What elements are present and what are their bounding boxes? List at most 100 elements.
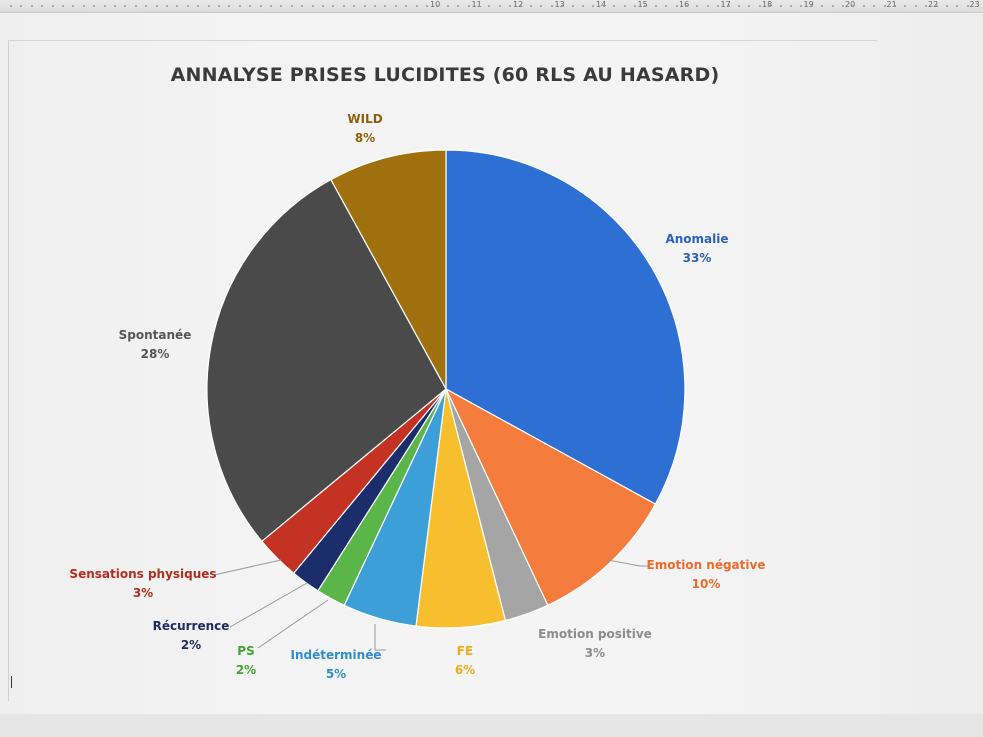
leader-line	[213, 559, 282, 576]
ruler-number: 22	[928, 0, 939, 9]
ruler-tick	[540, 5, 543, 7]
ruler-tick	[800, 5, 803, 7]
ruler-number: 23	[969, 0, 980, 9]
data-label: Anomalie 33%	[665, 230, 728, 268]
ruler: 10 11 12 13 14 15 16 17 18 19 20 21 22 23	[0, 0, 983, 13]
ruler-tick	[810, 5, 813, 7]
ruler-tick	[93, 5, 96, 7]
ruler-tick	[218, 5, 220, 7]
ruler-tick	[706, 5, 709, 7]
ruler-tick	[862, 5, 865, 7]
ruler-tick	[114, 5, 116, 7]
ruler-tick	[124, 5, 127, 7]
ruler-number: 10	[430, 0, 441, 9]
ruler-tick	[821, 5, 824, 7]
data-label-category: WILD	[347, 112, 383, 126]
pie-slice[interactable]	[444, 387, 657, 607]
ruler-number: 14	[596, 0, 607, 9]
data-label-category: Sensations physiques	[69, 567, 217, 581]
ruler-tick	[332, 5, 335, 7]
data-label: Emotion positive 3%	[538, 625, 652, 663]
ruler-tick	[498, 5, 501, 7]
data-label: Spontanée 28%	[119, 326, 192, 364]
ruler-tick	[686, 5, 688, 7]
ruler-tick	[134, 5, 137, 7]
ruler-number: 15	[637, 0, 648, 9]
ruler-number: 13	[554, 0, 565, 9]
pie-slice[interactable]	[330, 149, 447, 390]
ruler-tick	[384, 5, 387, 7]
ruler-number: 11	[471, 0, 482, 9]
ruler-tick	[270, 5, 272, 7]
ruler-tick	[602, 5, 605, 7]
ruler-tick	[374, 5, 376, 7]
ruler-tick	[842, 5, 844, 7]
ruler-tick	[758, 5, 761, 7]
ruler-tick	[51, 5, 54, 7]
ruler-tick	[582, 5, 584, 7]
ruler-tick	[10, 5, 12, 7]
ruler-tick	[415, 5, 418, 7]
data-label-percent: 28%	[140, 347, 170, 361]
ruler-tick	[62, 5, 64, 7]
ruler-tick	[550, 5, 553, 7]
data-label-percent: 3%	[584, 646, 606, 660]
leader-line	[229, 582, 308, 628]
ruler-number: 16	[679, 0, 690, 9]
ruler-tick	[301, 5, 304, 7]
ruler-tick	[665, 5, 668, 7]
ruler-tick	[20, 5, 23, 7]
ruler-tick	[478, 5, 480, 7]
ruler-tick	[914, 5, 917, 7]
ruler-number: 20	[845, 0, 856, 9]
data-label: Récurrence 2%	[153, 617, 230, 655]
ruler-tick	[613, 5, 616, 7]
ruler-number: 19	[803, 0, 814, 9]
ruler-tick	[935, 5, 938, 7]
chart-title: ANNALYSE PRISES LUCIDITES (60 RLS AU HAS…	[170, 64, 720, 86]
data-label-category: Indéterminée	[290, 648, 382, 662]
leader-line	[257, 599, 329, 649]
ruler-tick	[155, 5, 158, 7]
ruler-tick	[779, 5, 782, 7]
ruler-tick	[696, 5, 699, 7]
ruler-tick	[238, 5, 241, 7]
ruler-tick	[41, 5, 44, 7]
ruler-tick	[623, 5, 626, 7]
ruler-tick	[904, 5, 907, 7]
ruler-tick	[166, 5, 168, 7]
data-label-category: Anomalie	[665, 232, 729, 246]
ruler-number: 21	[886, 0, 897, 9]
pie-slice[interactable]	[206, 178, 447, 543]
ruler-tick	[571, 5, 574, 7]
ruler-tick	[290, 5, 293, 7]
ruler-tick	[228, 5, 231, 7]
ruler-tick	[790, 5, 792, 7]
ruler-tick	[72, 5, 75, 7]
ruler-tick	[831, 5, 834, 7]
ruler-tick	[956, 5, 959, 7]
ruler-tick	[467, 5, 470, 7]
pie-slice[interactable]	[445, 149, 686, 505]
data-label: Emotion négative 10%	[647, 556, 766, 594]
ruler-tick	[634, 5, 636, 7]
ruler-tick	[436, 5, 439, 7]
ruler-tick	[197, 5, 200, 7]
chart-area[interactable]	[8, 40, 877, 701]
ruler-tick	[654, 5, 657, 7]
ruler-number: 17	[720, 0, 731, 9]
ruler-tick	[675, 5, 678, 7]
ruler-tick	[322, 5, 324, 7]
data-label: Indéterminée 5%	[291, 646, 382, 684]
ruler-tick	[207, 5, 210, 7]
ruler-tick	[457, 5, 460, 7]
ruler-tick	[82, 5, 85, 7]
ruler-tick	[446, 5, 449, 7]
data-label-category: FE	[456, 644, 474, 658]
ruler-tick	[530, 5, 532, 7]
ruler-tick	[519, 5, 522, 7]
ruler-tick	[769, 5, 772, 7]
ruler-tick	[186, 5, 189, 7]
data-label-percent: 2%	[235, 663, 257, 677]
